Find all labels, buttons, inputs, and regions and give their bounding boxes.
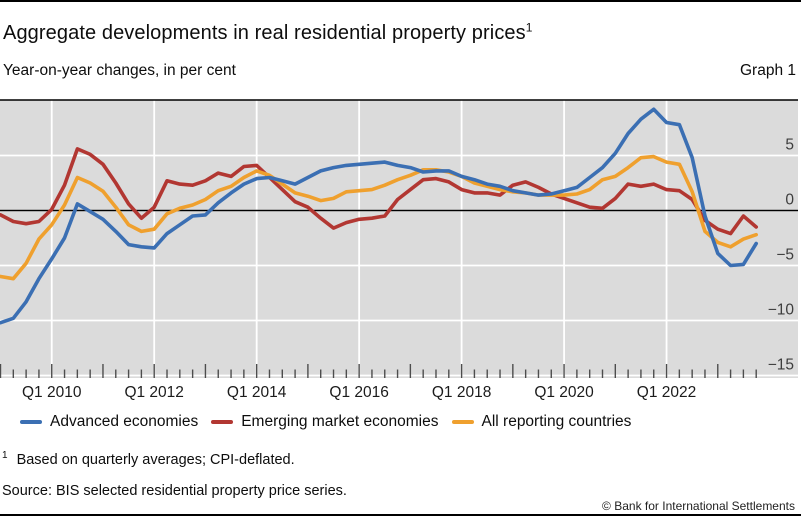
x-axis-label: Q1 2016 — [329, 384, 388, 400]
plot-area — [0, 100, 798, 378]
footnote-marker: 1 — [2, 450, 8, 461]
top-border-rule — [0, 0, 801, 2]
legend-label: Emerging market economies — [241, 413, 439, 430]
line-swatch-icon — [451, 420, 474, 424]
source-line: Source: BIS selected residential propert… — [2, 483, 347, 499]
y-axis-label: −10 — [768, 302, 795, 319]
y-axis-label: 0 — [785, 192, 794, 209]
x-axis-label: Q1 2018 — [432, 384, 491, 400]
x-axis-label: Q1 2014 — [227, 384, 287, 400]
copyright-notice: © Bank for International Settlements — [602, 499, 795, 513]
legend-label: Advanced economies — [50, 413, 199, 430]
chart-subtitle: Year-on-year changes, in per cent — [3, 62, 236, 79]
page-title-text: Aggregate developments in real residenti… — [3, 22, 526, 44]
line-swatch-icon — [20, 420, 42, 424]
legend-label: All reporting countries — [481, 413, 632, 430]
y-axis-label: 5 — [785, 137, 794, 154]
series-line-advanced-economies — [0, 107, 759, 325]
bottom-border-rule — [0, 514, 801, 516]
series-line-all-reporting-countries — [0, 154, 759, 281]
x-axis-label: Q1 2020 — [534, 384, 594, 400]
line-swatch-icon — [211, 420, 234, 424]
x-axis-label: Q1 2022 — [637, 384, 696, 400]
footnote-text: Based on quarterly averages; CPI-deflate… — [16, 451, 295, 468]
chart-svg: 5 0 −5 −10 −15 Q1 2010 Q1 2012 Q1 2014 Q1 2016 Q1… — [0, 99, 798, 400]
series-line-emerging-market-economies — [0, 147, 759, 236]
footnote: 1 Based on quarterly averages; CPI-deflat… — [2, 450, 295, 468]
legend-item-all-reporting-countries: All reporting countries — [451, 413, 632, 431]
page-title: Aggregate developments in real residenti… — [3, 21, 533, 45]
title-footnote-marker: 1 — [525, 20, 533, 35]
y-axis-label: −15 — [768, 357, 794, 374]
chart-legend: Advanced economies Emerging market econo… — [20, 413, 801, 431]
subtitle-row: Year-on-year changes, in per cent Graph … — [3, 62, 796, 80]
graph-number-label: Graph 1 — [739, 62, 796, 79]
x-axis-label: Q1 2012 — [124, 384, 183, 400]
legend-item-emerging-market-economies: Emerging market economies — [211, 413, 439, 431]
x-axis-label: Q1 2010 — [22, 384, 82, 400]
y-axis-label: −5 — [776, 247, 794, 264]
legend-item-advanced-economies: Advanced economies — [20, 413, 198, 431]
